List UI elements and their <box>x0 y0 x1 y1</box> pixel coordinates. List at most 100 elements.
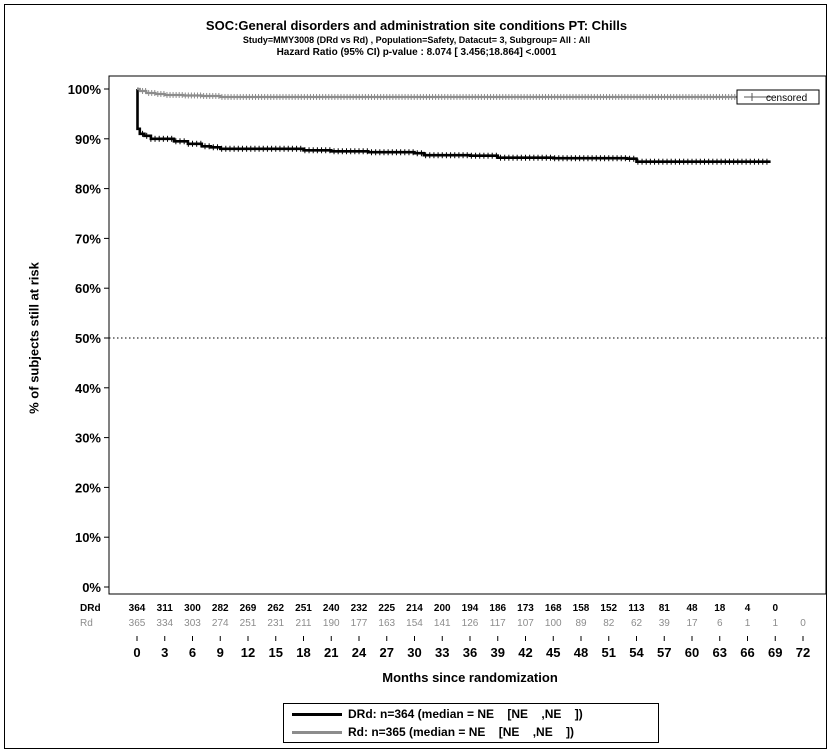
legend-swatch-drd <box>292 712 342 716</box>
at-risk-value: 17 <box>686 618 698 629</box>
x-tick-label: 66 <box>740 645 754 660</box>
at-risk-value: 113 <box>628 603 645 614</box>
at-risk-value: 117 <box>490 618 506 629</box>
legend-label-drd: DRd: n=364 (median = NE [NE ,NE ]) <box>348 707 583 721</box>
legend-item-rd: Rd: n=365 (median = NE [NE ,NE ]) <box>292 724 574 740</box>
at-risk-value: 173 <box>517 603 534 614</box>
x-tick-label: 57 <box>657 645 671 660</box>
at-risk-value: 251 <box>240 618 257 629</box>
at-risk-value: 364 <box>129 603 146 614</box>
at-risk-value: 100 <box>545 618 562 629</box>
at-risk-value: 82 <box>603 618 615 629</box>
x-tick-label: 48 <box>574 645 588 660</box>
x-axis-label: Months since randomization <box>382 670 558 685</box>
figure-frame <box>4 4 827 749</box>
hazard-ratio-text: Hazard Ratio (95% CI) p-value : 8.074 [ … <box>276 47 557 58</box>
x-tick-label: 51 <box>602 645 616 660</box>
legend-item-drd: DRd: n=364 (median = NE [NE ,NE ]) <box>292 706 583 722</box>
x-tick-label: 18 <box>296 645 310 660</box>
at-risk-value: 126 <box>462 618 479 629</box>
x-tick-label: 63 <box>713 645 727 660</box>
at-risk-value: 152 <box>600 603 617 614</box>
x-tick-label: 27 <box>380 645 394 660</box>
at-risk-value: 190 <box>323 618 340 629</box>
censored-legend-box <box>736 89 820 105</box>
title-block: SOC:General disorders and administration… <box>0 18 833 59</box>
legend: DRd: n=364 (median = NE [NE ,NE ]) Rd: n… <box>283 703 659 743</box>
chart-subtitle: Study=MMY3008 (DRd vs Rd) , Population=S… <box>242 35 591 45</box>
at-risk-value: 39 <box>659 618 671 629</box>
at-risk-value: 89 <box>575 618 587 629</box>
x-tick-label: 39 <box>491 645 505 660</box>
x-tick-label: 60 <box>685 645 699 660</box>
at-risk-value: 0 <box>800 618 806 629</box>
at-risk-value: 141 <box>434 618 451 629</box>
x-tick-label: 0 <box>133 645 140 660</box>
y-tick-label: 10% <box>75 530 101 545</box>
censored-legend-label: censored <box>766 93 807 104</box>
x-tick-label: 45 <box>546 645 560 660</box>
y-tick-label: 20% <box>75 480 101 495</box>
plot-area <box>108 75 827 595</box>
y-tick-label: 100% <box>68 82 102 97</box>
at-risk-value: 154 <box>406 618 423 629</box>
x-tick-label: 30 <box>407 645 421 660</box>
at-risk-value: 232 <box>351 603 368 614</box>
at-risk-value: 311 <box>157 603 174 614</box>
at-risk-value: 225 <box>378 603 395 614</box>
at-risk-value: 214 <box>406 603 423 614</box>
at-risk-value: 158 <box>573 603 590 614</box>
at-risk-value: 6 <box>717 618 723 629</box>
at-risk-value: 365 <box>129 618 146 629</box>
at-risk-value: 282 <box>212 603 229 614</box>
at-risk-value: 274 <box>212 618 229 629</box>
at-risk-value: 107 <box>517 618 534 629</box>
at-risk-row-label: Rd <box>80 618 93 629</box>
at-risk-value: 231 <box>267 618 284 629</box>
at-risk-value: 1 <box>772 618 778 629</box>
at-risk-value: 4 <box>745 603 751 614</box>
at-risk-value: 81 <box>659 603 671 614</box>
y-tick-label: 60% <box>75 281 101 296</box>
x-tick-label: 36 <box>463 645 477 660</box>
x-tick-label: 72 <box>796 645 810 660</box>
x-tick-label: 12 <box>241 645 255 660</box>
y-tick-label: 50% <box>75 331 101 346</box>
at-risk-value: 211 <box>296 618 312 629</box>
at-risk-value: 262 <box>267 603 284 614</box>
x-tick-label: 69 <box>768 645 782 660</box>
at-risk-value: 168 <box>545 603 562 614</box>
legend-swatch-rd <box>292 730 342 734</box>
at-risk-value: 186 <box>489 603 506 614</box>
at-risk-value: 251 <box>295 603 312 614</box>
y-tick-label: 70% <box>75 231 101 246</box>
x-tick-label: 54 <box>629 645 644 660</box>
at-risk-value: 18 <box>714 603 726 614</box>
x-tick-label: 33 <box>435 645 449 660</box>
y-tick-label: 30% <box>75 431 101 446</box>
legend-label-rd: Rd: n=365 (median = NE [NE ,NE ]) <box>348 725 575 739</box>
series-line-rd <box>137 87 776 99</box>
at-risk-value: 269 <box>240 603 257 614</box>
at-risk-value: 200 <box>434 603 451 614</box>
chart-title: SOC:General disorders and administration… <box>205 18 628 33</box>
y-tick-label: 0% <box>82 580 101 595</box>
x-tick-label: 3 <box>161 645 168 660</box>
at-risk-value: 177 <box>351 618 368 629</box>
at-risk-value: 300 <box>184 603 201 614</box>
x-tick-label: 21 <box>324 645 338 660</box>
x-tick-label: 24 <box>352 645 367 660</box>
x-tick-label: 9 <box>217 645 224 660</box>
x-tick-label: 42 <box>518 645 532 660</box>
x-tick-label: 15 <box>269 645 283 660</box>
at-risk-value: 240 <box>323 603 340 614</box>
at-risk-value: 62 <box>631 618 643 629</box>
at-risk-value: 334 <box>156 618 173 629</box>
at-risk-value: 0 <box>772 603 778 614</box>
at-risk-value: 194 <box>462 603 479 614</box>
at-risk-value: 163 <box>378 618 395 629</box>
at-risk-value: 48 <box>686 603 698 614</box>
at-risk-value: 303 <box>184 618 201 629</box>
y-tick-label: 90% <box>75 132 101 147</box>
